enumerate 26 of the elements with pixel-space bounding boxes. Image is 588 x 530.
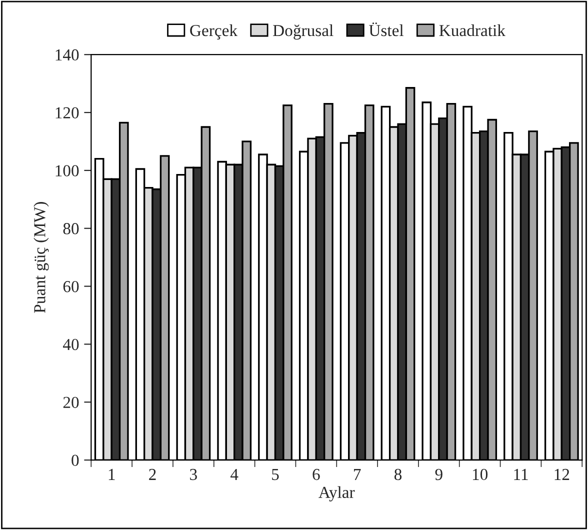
y-tick-label: 40 xyxy=(62,338,79,350)
y-tick-label: 80 xyxy=(63,223,79,234)
y-tick-label: 0 xyxy=(72,454,79,466)
x-axis-title: Aylar xyxy=(318,486,355,502)
legend-label: Üstel xyxy=(369,22,404,36)
legend-label: Doğrusal xyxy=(273,24,334,40)
x-tick-label: 5 xyxy=(272,469,279,480)
legend-label: Kuadratik xyxy=(439,24,506,36)
y-axis-title: Puant güç (MW) xyxy=(34,202,49,313)
y-tick-label: 100 xyxy=(56,165,79,176)
y-tick-label: 60 xyxy=(63,280,79,292)
y-tick-label: 140 xyxy=(56,49,79,61)
x-tick-label: 11 xyxy=(514,468,528,480)
x-tick-label: 12 xyxy=(554,468,570,480)
x-tick-label: 6 xyxy=(312,468,320,480)
x-tick-label: 3 xyxy=(190,468,197,480)
legend-label: Gerçek xyxy=(190,24,238,40)
x-tick-label: 1 xyxy=(108,468,115,480)
y-tick-label: 20 xyxy=(63,396,79,408)
x-tick-label: 10 xyxy=(472,468,488,480)
x-tick-label: 2 xyxy=(149,468,156,480)
x-tick-label: 9 xyxy=(435,468,442,480)
y-tick-label: 120 xyxy=(56,107,79,118)
x-tick-label: 4 xyxy=(230,468,238,480)
x-tick-label: 7 xyxy=(354,469,361,480)
x-tick-label: 8 xyxy=(394,468,402,480)
